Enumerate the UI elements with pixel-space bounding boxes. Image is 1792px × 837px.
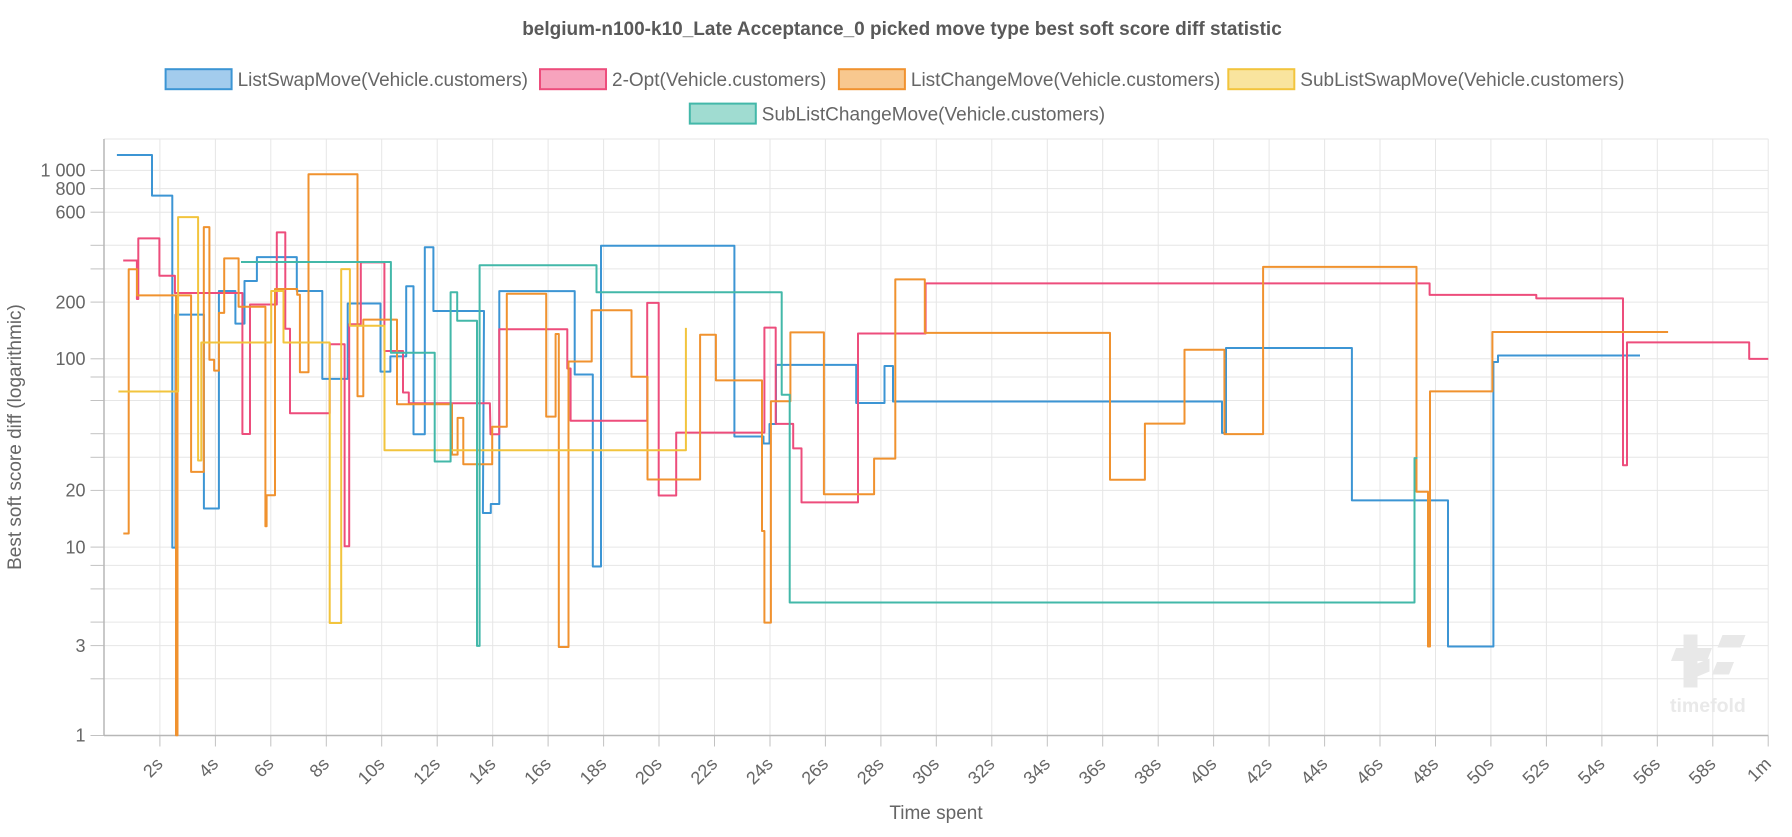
svg-text:SubListSwapMove(Vehicle.custom: SubListSwapMove(Vehicle.customers) [1300,70,1624,91]
svg-text:100: 100 [55,349,85,369]
svg-text:200: 200 [55,292,85,312]
svg-text:SubListChangeMove(Vehicle.cust: SubListChangeMove(Vehicle.customers) [762,104,1105,125]
svg-text:1: 1 [75,726,85,746]
svg-text:ListChangeMove(Vehicle.custome: ListChangeMove(Vehicle.customers) [911,70,1220,91]
svg-text:3: 3 [75,636,85,656]
svg-text:2-Opt(Vehicle.customers): 2-Opt(Vehicle.customers) [612,70,826,91]
svg-text:10: 10 [65,537,85,557]
svg-text:timefold: timefold [1670,695,1746,717]
svg-text:20: 20 [65,481,85,501]
svg-text:Time spent: Time spent [889,803,983,824]
svg-text:1 000: 1 000 [40,161,85,181]
svg-text:Best soft score diff (logarith: Best soft score diff (logarithmic) [5,304,26,570]
svg-text:600: 600 [55,202,85,222]
svg-text:800: 800 [55,179,85,199]
svg-text:belgium-n100-k10_Late Acceptan: belgium-n100-k10_Late Acceptance_0 picke… [522,19,1282,40]
svg-text:ListSwapMove(Vehicle.customers: ListSwapMove(Vehicle.customers) [238,70,528,91]
